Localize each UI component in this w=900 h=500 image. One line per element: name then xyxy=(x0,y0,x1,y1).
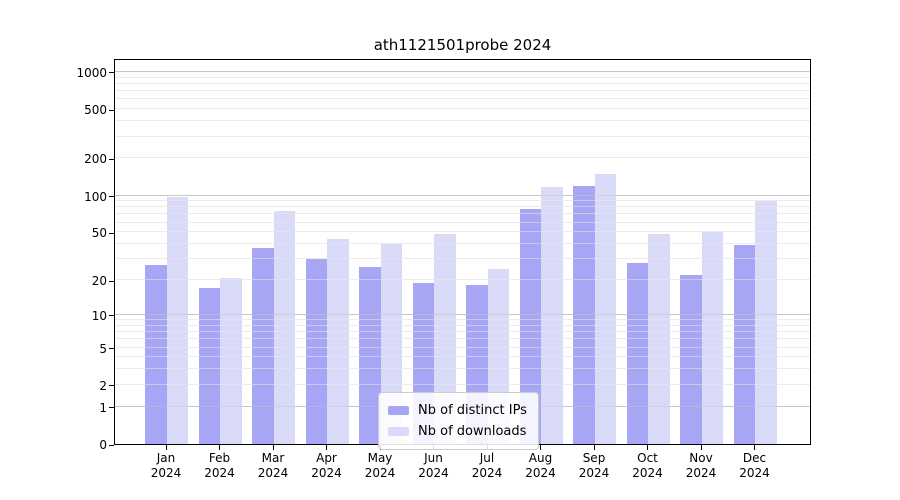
x-tick-label-jul: Jul 2024 xyxy=(455,451,519,481)
bar-dec-downloads xyxy=(755,201,777,444)
x-tick-mark xyxy=(700,445,702,450)
x-tick-label-oct: Oct 2024 xyxy=(616,451,680,481)
x-tick-label-sep: Sep 2024 xyxy=(562,451,626,481)
y-tick-mark xyxy=(109,444,114,446)
y-tick-mark xyxy=(109,385,114,387)
month-year: 2024 xyxy=(257,466,289,480)
x-tick-label-mar: Mar 2024 xyxy=(241,451,305,481)
bar-apr-distinct-ips xyxy=(305,259,327,444)
month-year: 2024 xyxy=(204,466,235,480)
legend-item-distinct-ips: Nb of distinct IPs xyxy=(388,400,527,421)
bar-mar-distinct-ips xyxy=(252,248,274,444)
x-tick-label-jun: Jun 2024 xyxy=(402,451,466,481)
y-tick-mark xyxy=(109,407,114,409)
month-name: Apr xyxy=(316,451,337,465)
bar-apr-downloads xyxy=(327,239,349,444)
x-tick-label-dec: Dec 2024 xyxy=(723,451,787,481)
bar-sep-distinct-ips xyxy=(573,186,595,444)
month-name: Sep xyxy=(582,451,606,465)
x-tick-mark xyxy=(540,445,541,450)
legend-swatch-downloads xyxy=(388,427,409,436)
legend-item-downloads: Nb of downloads xyxy=(388,421,527,442)
legend-swatch-distinct-ips xyxy=(388,406,409,415)
bar-may-distinct-ips xyxy=(359,266,381,444)
month-name: Nov xyxy=(689,451,713,465)
x-tick-mark xyxy=(326,445,327,450)
legend: Nb of distinct IPs Nb of downloads xyxy=(378,392,539,450)
month-name: Oct xyxy=(637,451,658,465)
month-year: 2024 xyxy=(685,466,717,480)
bar-aug-distinct-ips xyxy=(519,208,541,444)
y-tick-label: 0 xyxy=(99,438,107,452)
x-tick-mark xyxy=(219,445,220,450)
y-tick-label: 1000 xyxy=(76,65,107,80)
x-tick-mark xyxy=(272,445,274,450)
y-tick-label: 100 xyxy=(84,189,107,204)
legend-label-distinct-ips: Nb of distinct IPs xyxy=(418,403,527,418)
x-tick-mark xyxy=(754,445,755,450)
bar-aug-downloads xyxy=(541,187,563,444)
bar-feb-downloads xyxy=(220,277,242,444)
bar-oct-distinct-ips xyxy=(626,262,648,444)
chart-title: ath1121501probe 2024 xyxy=(373,36,552,54)
month-year: 2024 xyxy=(364,466,396,480)
month-name: Jun xyxy=(424,451,443,465)
month-name: Jul xyxy=(479,451,495,465)
y-tick-label: 50 xyxy=(91,226,107,241)
y-tick-mark xyxy=(109,158,114,160)
month-name: Dec xyxy=(742,451,767,465)
month-year: 2024 xyxy=(471,466,503,480)
x-tick-mark xyxy=(593,445,595,450)
bar-oct-downloads xyxy=(648,234,670,444)
y-tick-label: 1 xyxy=(99,400,107,415)
month-year: 2024 xyxy=(632,466,663,480)
bar-jun-downloads xyxy=(434,234,456,444)
y-tick-label: 200 xyxy=(84,152,107,167)
month-year: 2024 xyxy=(525,466,556,480)
y-tick-label: 2 xyxy=(99,378,107,393)
y-tick-mark xyxy=(109,232,114,234)
month-year: 2024 xyxy=(739,466,770,480)
month-name: Mar xyxy=(261,451,285,465)
x-tick-label-jan: Jan 2024 xyxy=(134,451,198,481)
bar-sep-downloads xyxy=(594,173,616,444)
x-tick-label-may: May 2024 xyxy=(348,451,412,481)
y-tick-mark xyxy=(109,196,114,197)
y-tick-mark xyxy=(109,315,114,317)
x-tick-label-feb: Feb 2024 xyxy=(188,451,252,481)
y-tick-label: 5 xyxy=(99,341,107,356)
x-tick-label-aug: Aug 2024 xyxy=(509,451,573,481)
month-name: Feb xyxy=(208,451,231,465)
bar-jan-distinct-ips xyxy=(145,264,167,444)
bar-mar-downloads xyxy=(273,210,295,444)
month-year: 2024 xyxy=(578,466,610,480)
month-name: May xyxy=(367,451,393,465)
month-year: 2024 xyxy=(311,466,342,480)
month-name: Jan xyxy=(156,451,176,465)
bar-nov-distinct-ips xyxy=(680,275,702,444)
month-year: 2024 xyxy=(150,466,182,480)
bar-feb-distinct-ips xyxy=(198,288,220,444)
plot-area: Nb of distinct IPs Nb of downloads xyxy=(114,59,811,450)
bar-dec-distinct-ips xyxy=(733,245,755,444)
bars-layer xyxy=(115,60,810,444)
y-tick-label: 10 xyxy=(91,308,107,323)
month-year: 2024 xyxy=(418,466,449,480)
x-tick-label-apr: Apr 2024 xyxy=(295,451,359,481)
y-tick-mark xyxy=(109,348,114,349)
x-tick-label-nov: Nov 2024 xyxy=(669,451,733,481)
y-tick-mark xyxy=(109,72,114,74)
x-tick-mark xyxy=(165,445,167,450)
month-name: Aug xyxy=(528,451,553,465)
bar-nov-downloads xyxy=(701,232,723,444)
y-tick-mark xyxy=(109,280,114,282)
bar-jan-downloads xyxy=(166,197,188,444)
x-tick-mark xyxy=(647,445,648,450)
y-tick-label: 20 xyxy=(91,274,107,288)
y-tick-label: 500 xyxy=(84,103,107,118)
legend-label-downloads: Nb of downloads xyxy=(418,424,527,439)
y-tick-mark xyxy=(109,109,114,111)
